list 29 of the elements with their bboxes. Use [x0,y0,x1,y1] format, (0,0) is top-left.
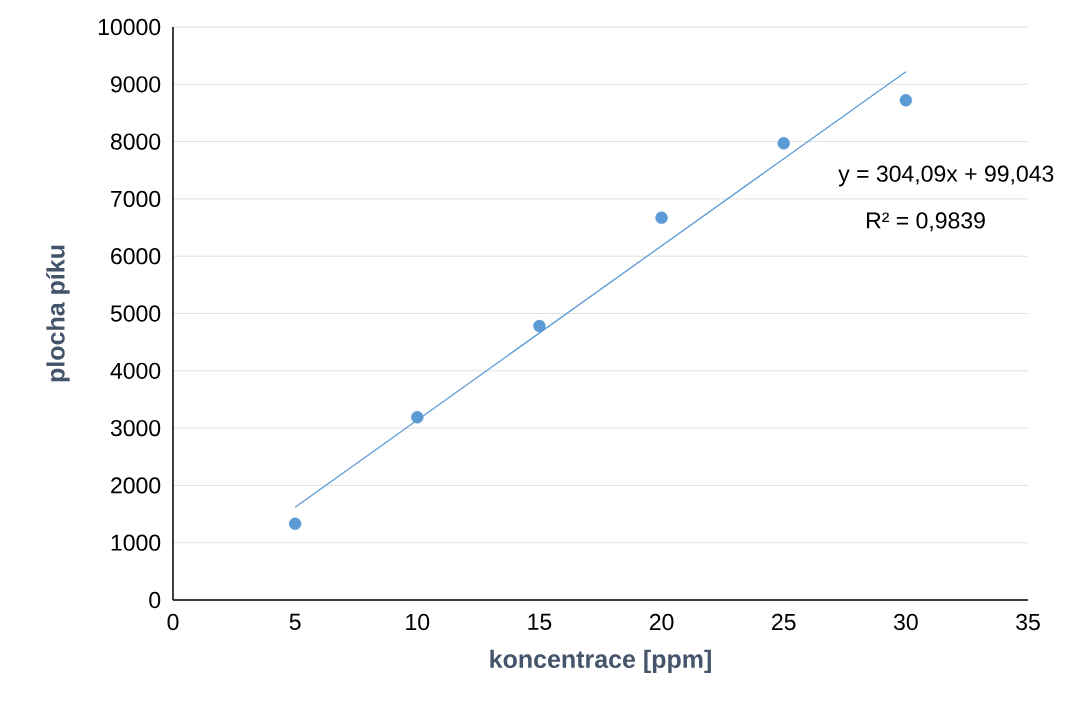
y-tick-label: 4000 [110,362,161,379]
y-tick-label: 9000 [111,76,161,93]
annotation: R² = 0,9839 [867,212,985,232]
point [533,319,546,333]
y-axis-title: plocha píku [46,245,70,382]
x-tick-label: 0 [167,613,179,631]
x-tick-label: 30 [893,613,918,631]
x-tick-label: 20 [649,613,674,631]
y-tick-label: 2000 [111,477,161,494]
y-tick-label: 3000 [110,419,161,437]
y-tick-label: 1000 [111,534,161,551]
y-tick-label: 5000 [110,305,161,322]
point [655,211,668,225]
x-tick-label: 5 [289,613,301,630]
x-tick-label: 35 [1016,613,1040,631]
point [777,137,790,150]
point [899,94,913,107]
x-tick-label: 25 [772,613,796,631]
y-tick-label: 7000 [111,190,161,208]
y-tick-label: 10000 [98,18,161,36]
y-tick-label: 6000 [111,248,161,265]
annotation: y = 304,09x + 99,043 [838,165,1054,187]
x-tick-label: 15 [528,613,552,630]
x-tick-label: 10 [406,613,430,631]
y-tick-label: 8000 [110,133,161,150]
point [411,411,424,424]
point [288,517,302,530]
x-axis-title: koncentrace [ppm] [490,649,711,673]
y-tick-label: 0 [149,591,161,609]
